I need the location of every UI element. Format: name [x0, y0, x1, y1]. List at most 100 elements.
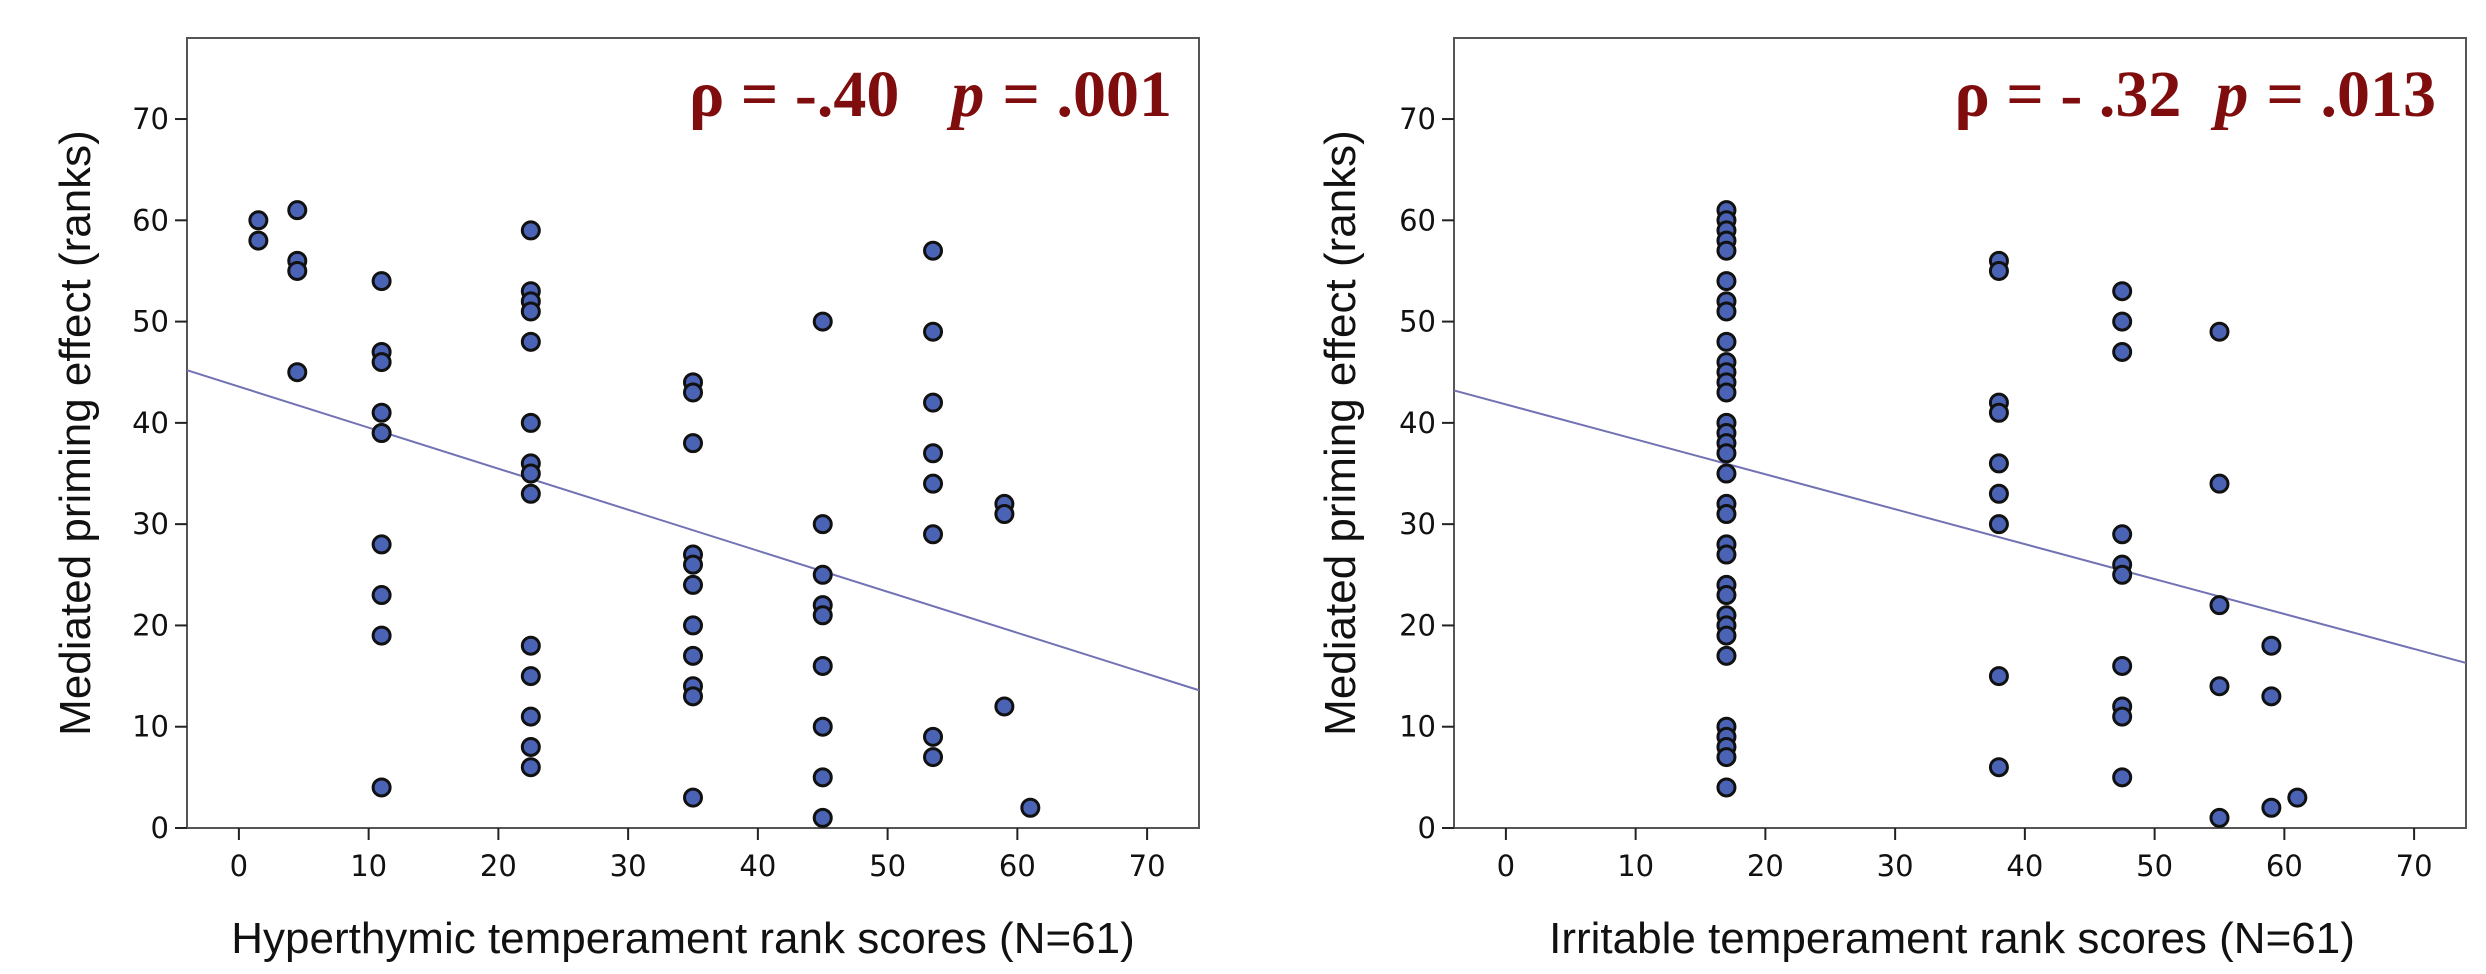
data-point: [2261, 635, 2282, 656]
data-point: [520, 412, 541, 433]
data-point: [287, 362, 308, 383]
data-point: [1988, 483, 2009, 504]
y-tick-label: 20: [132, 608, 169, 642]
data-point: [812, 514, 833, 535]
data-point: [1716, 240, 1737, 261]
x-tick-label: 70: [2396, 849, 2433, 883]
data-point: [683, 574, 703, 595]
y-tick-label: 40: [1399, 406, 1436, 440]
data-point: [923, 747, 944, 768]
data-point: [1020, 797, 1041, 818]
data-point: [683, 382, 703, 403]
data-point: [994, 504, 1015, 525]
data-point: [2287, 787, 2308, 808]
y-tick-label: 50: [1399, 305, 1436, 339]
y-tick-label: 60: [132, 203, 169, 237]
data-point: [2112, 341, 2133, 362]
data-point: [2209, 595, 2230, 616]
data-point: [923, 392, 944, 413]
data-point: [683, 787, 703, 808]
data-point: [520, 706, 541, 727]
data-point: [520, 483, 541, 504]
x-tick-label: 50: [2136, 849, 2173, 883]
data-point: [1988, 402, 2009, 423]
data-point: [1988, 514, 2009, 535]
data-point: [994, 696, 1015, 717]
data-point: [2112, 311, 2133, 332]
data-point: [2112, 281, 2133, 302]
data-point: [1716, 271, 1737, 292]
scatter-panel-irritable: 0 10 20 30 40 50 60 70 0 10 20 30 40 50 60 70 Irritable…: [1316, 37, 2467, 963]
data-point: [683, 686, 703, 707]
data-point: [248, 210, 269, 231]
data-point: [2112, 564, 2133, 585]
p-value: = .001: [1002, 58, 1172, 131]
data-point: [2261, 686, 2282, 707]
data-point: [923, 726, 944, 747]
data-point: [683, 554, 703, 575]
correlation-annotation: ρ = -.40 p = .001: [689, 58, 1172, 131]
y-tick-label: 0: [151, 811, 169, 845]
data-point: [1716, 331, 1737, 352]
fit-line: [1453, 389, 2467, 664]
p-value: = .013: [2266, 58, 2436, 131]
x-tick-label: 50: [869, 849, 906, 883]
data-point: [1716, 625, 1737, 646]
data-point: [520, 635, 541, 656]
x-tick-label: 40: [2006, 849, 2043, 883]
x-tick-label: 0: [230, 849, 248, 883]
x-tick-label: 10: [1617, 849, 1654, 883]
y-tick-label: 0: [1418, 811, 1436, 845]
data-point: [287, 260, 308, 281]
scatter-panel-hyperthymic: 0 10 20 30 40 50 60 70 0 10 20 30 40 50 60 70 Hyperthym…: [51, 37, 1200, 963]
data-point: [2209, 807, 2230, 828]
y-tick-label: 40: [132, 406, 169, 440]
y-axis-label: Mediated priming effect (ranks): [51, 130, 100, 736]
data-point: [812, 605, 833, 626]
data-point: [1716, 585, 1737, 606]
data-point: [2261, 797, 2282, 818]
data-point: [1716, 645, 1737, 666]
y-tick-label: 20: [1399, 608, 1436, 642]
data-point: [1988, 666, 2009, 687]
rho-label: ρ = - .32: [1954, 58, 2181, 131]
data-point: [520, 331, 541, 352]
data-point: [1988, 453, 2009, 474]
x-tick-label: 10: [350, 849, 387, 883]
data-point: [371, 534, 392, 555]
fit-line: [186, 369, 1200, 692]
x-tick-label: 30: [1877, 849, 1914, 883]
plot-marks: 0 10 20 30 40 50 60 70 0 10 20 30 40 50 60 70: [1399, 102, 2467, 883]
y-tick-label: 10: [132, 710, 169, 744]
data-point: [923, 473, 944, 494]
data-point: [923, 524, 944, 545]
p-symbol: p: [946, 58, 984, 131]
data-point: [371, 585, 392, 606]
y-tick-label: 10: [1399, 710, 1436, 744]
correlation-annotation: ρ = - .32 p = .013: [1954, 58, 2436, 131]
data-point: [1716, 382, 1737, 403]
data-point: [923, 443, 944, 464]
data-point: [1716, 463, 1737, 484]
data-point: [812, 807, 833, 828]
y-tick-label: 70: [132, 102, 169, 136]
x-tick-label: 0: [1497, 849, 1515, 883]
data-point: [683, 615, 703, 636]
x-tick-label: 20: [1747, 849, 1784, 883]
data-point: [2112, 655, 2133, 676]
data-point: [812, 767, 833, 788]
y-tick-label: 30: [132, 507, 169, 541]
x-tick-label: 60: [2266, 849, 2303, 883]
data-point: [520, 666, 541, 687]
data-point: [1716, 777, 1737, 798]
x-axis-label: Irritable temperament rank scores (N=61): [1549, 914, 2355, 963]
data-point: [371, 402, 392, 423]
data-point: [1988, 260, 2009, 281]
x-tick-label: 30: [610, 849, 647, 883]
data-point: [1716, 544, 1737, 565]
data-point: [520, 463, 541, 484]
data-point: [287, 200, 308, 221]
data-point: [923, 321, 944, 342]
data-point: [683, 645, 703, 666]
data-point: [520, 757, 541, 778]
